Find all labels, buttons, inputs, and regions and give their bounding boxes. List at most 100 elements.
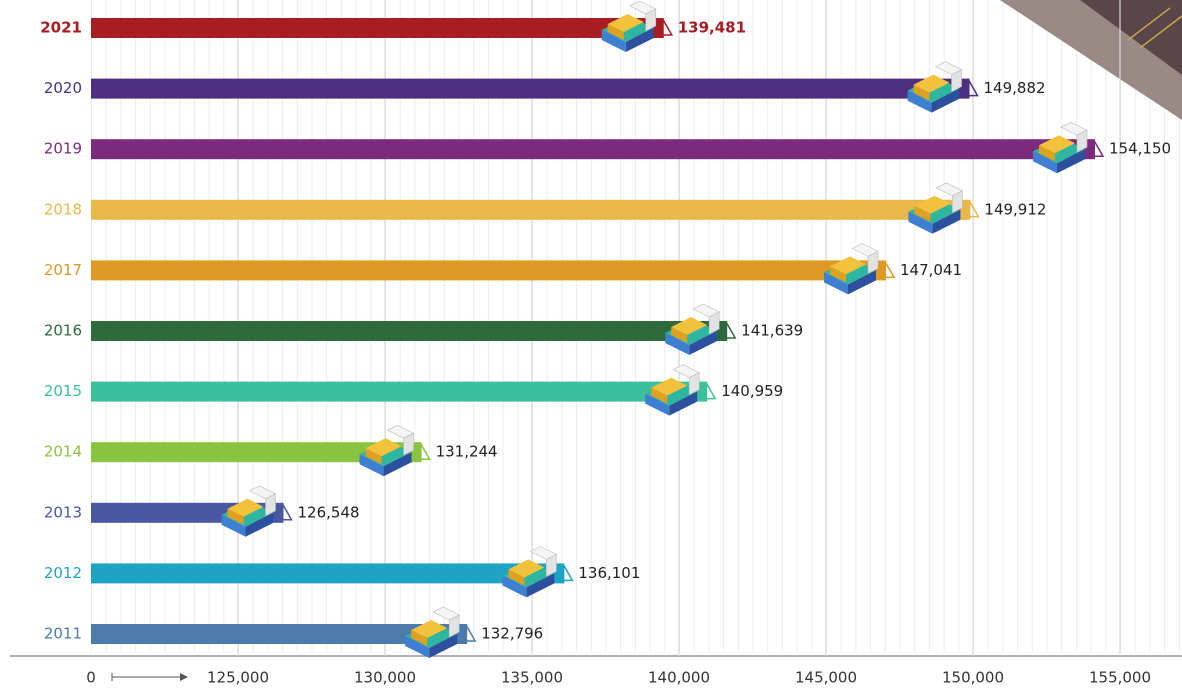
value-label: 139,481 [678, 19, 746, 37]
container-part [508, 569, 525, 586]
container-part [227, 508, 244, 525]
bar [91, 18, 664, 38]
value-marker [961, 201, 980, 218]
container-part [365, 438, 402, 457]
container-part [671, 327, 688, 343]
container-part [1039, 135, 1076, 154]
container-icon [665, 303, 720, 355]
container-part [913, 84, 930, 101]
container-part [1039, 145, 1056, 162]
container-part [383, 452, 412, 477]
container-icon [824, 243, 879, 295]
x-tick-label: 150,000 [942, 669, 1004, 687]
container-part [526, 573, 555, 598]
container-part [848, 270, 877, 295]
container-part [607, 24, 624, 40]
bar [91, 260, 887, 281]
container-part [265, 493, 276, 517]
container-part [411, 620, 448, 638]
container-part [651, 377, 688, 396]
value-marker [960, 80, 979, 97]
bar [91, 442, 422, 463]
container-icon [645, 364, 700, 416]
value-marker [555, 564, 574, 582]
x-tick-label: 155,000 [1089, 669, 1151, 687]
value-label: 132,796 [481, 625, 543, 643]
y-tick-label: 2021 [40, 19, 82, 37]
value-marker [412, 443, 431, 460]
container-part [671, 317, 708, 335]
container-part [625, 28, 654, 52]
axis-break-arrow [180, 673, 188, 681]
container-icon [1033, 121, 1088, 174]
container-part [951, 69, 962, 93]
value-marker [274, 504, 293, 521]
container-part [508, 559, 545, 578]
container-part [359, 454, 384, 477]
x-tick-label: 0 [86, 669, 96, 687]
container-part [601, 30, 626, 52]
container-icon [907, 61, 963, 113]
bar [91, 78, 970, 99]
y-tick-label: 2014 [44, 443, 82, 461]
container-part [411, 630, 428, 646]
y-tick-label: 2020 [44, 79, 82, 97]
container-part [907, 90, 932, 113]
container-part [914, 205, 931, 222]
bar [91, 381, 708, 402]
value-label: 149,912 [984, 200, 1046, 218]
value-marker [457, 625, 477, 642]
container-part [665, 333, 690, 355]
container-icon [601, 0, 657, 52]
container-part [669, 391, 698, 416]
value-marker [1085, 140, 1105, 157]
container-part [689, 331, 718, 355]
x-tick-label: 125,000 [207, 669, 269, 687]
container-part [867, 250, 879, 274]
container-part [830, 266, 847, 283]
x-tick-label: 130,000 [354, 669, 416, 687]
value-label: 147,041 [900, 261, 962, 279]
value-marker [654, 19, 674, 36]
container-icon [502, 546, 558, 598]
bar [91, 624, 468, 644]
container-part [914, 195, 951, 214]
container-part [448, 614, 460, 638]
container-part [913, 74, 950, 93]
value-label: 131,244 [436, 443, 498, 461]
container-part [908, 211, 933, 234]
y-tick-label: 2012 [44, 564, 82, 582]
x-tick-label: 140,000 [648, 669, 710, 687]
container-part [403, 432, 414, 456]
container-part [952, 190, 963, 214]
value-marker [717, 322, 737, 339]
y-tick-label: 2016 [44, 322, 82, 340]
value-label: 141,639 [741, 322, 803, 340]
container-part [688, 372, 700, 396]
container-part [365, 448, 382, 465]
value-label: 149,882 [984, 79, 1046, 97]
container-part [607, 14, 644, 32]
container-part [502, 575, 527, 598]
value-label: 154,150 [1109, 140, 1171, 158]
value-label: 126,548 [298, 503, 360, 521]
corner-decoration [1127, 7, 1182, 49]
y-tick-label: 2011 [44, 625, 82, 643]
value-label: 136,101 [578, 564, 640, 582]
container-part [931, 88, 960, 113]
container-part [1076, 129, 1088, 153]
container-part [1033, 151, 1058, 174]
container-part [1057, 149, 1086, 174]
y-tick-label: 2013 [44, 503, 82, 521]
container-part [824, 272, 849, 295]
container-part [708, 311, 720, 335]
value-marker [697, 383, 717, 400]
x-tick-label: 145,000 [795, 669, 857, 687]
y-tick-label: 2018 [44, 200, 82, 218]
container-icon [359, 424, 415, 477]
y-tick-label: 2019 [44, 140, 82, 158]
container-part [932, 209, 961, 234]
container-part [227, 498, 264, 517]
